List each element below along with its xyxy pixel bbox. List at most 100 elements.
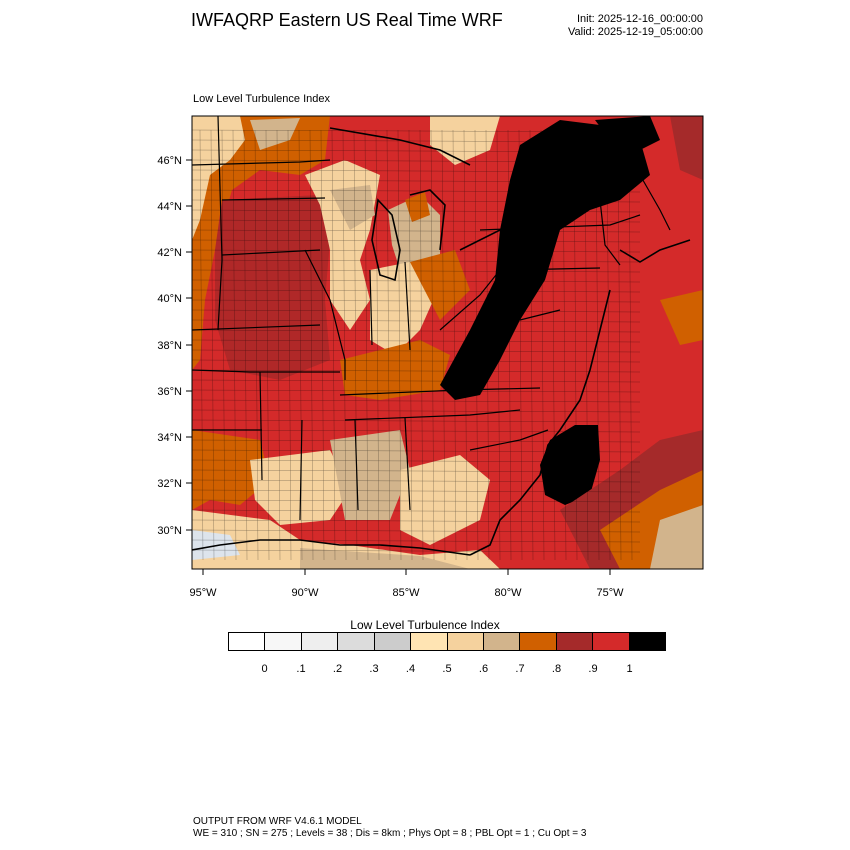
county-line	[192, 509, 641, 513]
county-line	[287, 129, 292, 561]
county-line	[353, 129, 358, 561]
field-gulf-tan	[300, 548, 470, 569]
county-line	[192, 179, 641, 183]
county-line	[243, 129, 248, 561]
county-line	[342, 129, 347, 561]
colorbar-segment	[229, 633, 266, 650]
county-line	[192, 299, 641, 303]
county-line	[192, 209, 641, 213]
lat-axis: 46°N 44°N 42°N 40°N 38°N 36°N 34°N 32°N 30°N	[157, 155, 192, 537]
county-line	[192, 489, 641, 493]
colorbar-segment	[411, 633, 448, 650]
county-line	[507, 129, 512, 561]
county-line	[192, 329, 641, 333]
valid-time: Valid: 2025-12-19_05:00:00	[568, 26, 703, 38]
colorbar-label: .7	[515, 663, 525, 675]
field-maine-brownred	[670, 116, 703, 180]
field-kentucky-orange	[340, 340, 450, 400]
county-line	[192, 279, 641, 283]
colorbar-segment	[629, 633, 666, 650]
county-line	[419, 129, 424, 561]
lat-label: 46°N	[157, 155, 182, 167]
county-line	[232, 129, 237, 561]
turbulence-field	[192, 116, 703, 569]
lon-label: 85°W	[392, 587, 420, 599]
county-line	[192, 369, 641, 373]
main-title: IWFAQRP Eastern US Real Time WRF	[191, 10, 503, 30]
colorbar-label: .5	[442, 663, 452, 675]
county-line	[192, 429, 641, 433]
county-line	[192, 479, 641, 483]
lon-label: 90°W	[291, 587, 319, 599]
lat-label: 38°N	[157, 340, 182, 352]
colorbar-segment	[265, 633, 302, 650]
county-line	[192, 289, 641, 293]
county-line	[192, 449, 641, 453]
field-mississippi-tan	[330, 430, 410, 520]
colorbar-label: .4	[405, 663, 416, 675]
colorbar-segment	[483, 633, 521, 650]
county-line	[320, 129, 325, 561]
county-line	[192, 539, 641, 543]
field-west-orange	[192, 116, 330, 370]
county-line	[192, 379, 641, 383]
footer-line-2: WE = 310 ; SN = 275 ; Levels = 38 ; Dis …	[193, 828, 587, 839]
lon-label: 75°W	[596, 587, 624, 599]
state-borders	[192, 116, 671, 521]
county-line	[192, 519, 641, 523]
county-line	[192, 249, 641, 253]
county-line	[606, 129, 611, 561]
county-line	[192, 259, 641, 263]
field-louisiana-light	[250, 450, 350, 525]
colorbar-label: .9	[588, 663, 598, 675]
county-line	[192, 339, 641, 343]
county-line	[192, 219, 641, 223]
colorbar	[228, 632, 666, 651]
colorbar-label: 1	[626, 663, 633, 675]
footer-line-1: OUTPUT FROM WRF V4.6.1 MODEL	[193, 816, 362, 827]
colorbar-segment	[374, 633, 412, 650]
colorbar-title: Low Level Turbulence Index	[350, 618, 500, 632]
field-east-orange	[660, 290, 703, 345]
county-line	[192, 159, 641, 163]
field-ohio-orange	[410, 250, 470, 320]
lon-axis: 95°W 90°W 85°W 80°W 75°W	[189, 569, 624, 599]
lat-label: 30°N	[157, 525, 182, 537]
county-line	[192, 149, 641, 153]
lat-label: 44°N	[157, 201, 182, 213]
county-line	[192, 469, 641, 473]
county-line	[485, 129, 490, 561]
county-line	[192, 399, 641, 403]
colorbar-label: .2	[332, 663, 343, 675]
county-line	[192, 499, 641, 503]
lat-label: 42°N	[157, 247, 182, 259]
county-line	[430, 129, 435, 561]
county-line	[192, 139, 641, 143]
county-line	[192, 229, 641, 233]
county-line	[192, 529, 641, 533]
county-line	[463, 129, 468, 561]
county-line	[309, 129, 314, 561]
colorbar-segment	[593, 633, 630, 650]
colorbar-label: .8	[551, 663, 562, 675]
field-north-black	[595, 116, 660, 150]
county-line	[628, 129, 633, 561]
county-line	[192, 169, 641, 173]
county-line	[192, 419, 641, 423]
field-huron-light	[430, 116, 500, 165]
map-frame	[191, 115, 704, 570]
model-footer: OUTPUT FROM WRF V4.6.1 MODEL WE = 310 ; …	[193, 816, 586, 840]
county-line	[192, 549, 641, 553]
county-line	[192, 309, 641, 313]
field-northwest-light	[192, 116, 245, 240]
county-line	[192, 129, 641, 133]
county-line	[265, 129, 270, 561]
field-michigan-orange	[405, 192, 430, 222]
county-line	[192, 319, 641, 323]
county-line	[192, 389, 641, 393]
county-line	[192, 239, 641, 243]
lon-label: 95°W	[189, 587, 217, 599]
field-iowa-red	[215, 195, 330, 380]
county-line	[199, 129, 204, 561]
